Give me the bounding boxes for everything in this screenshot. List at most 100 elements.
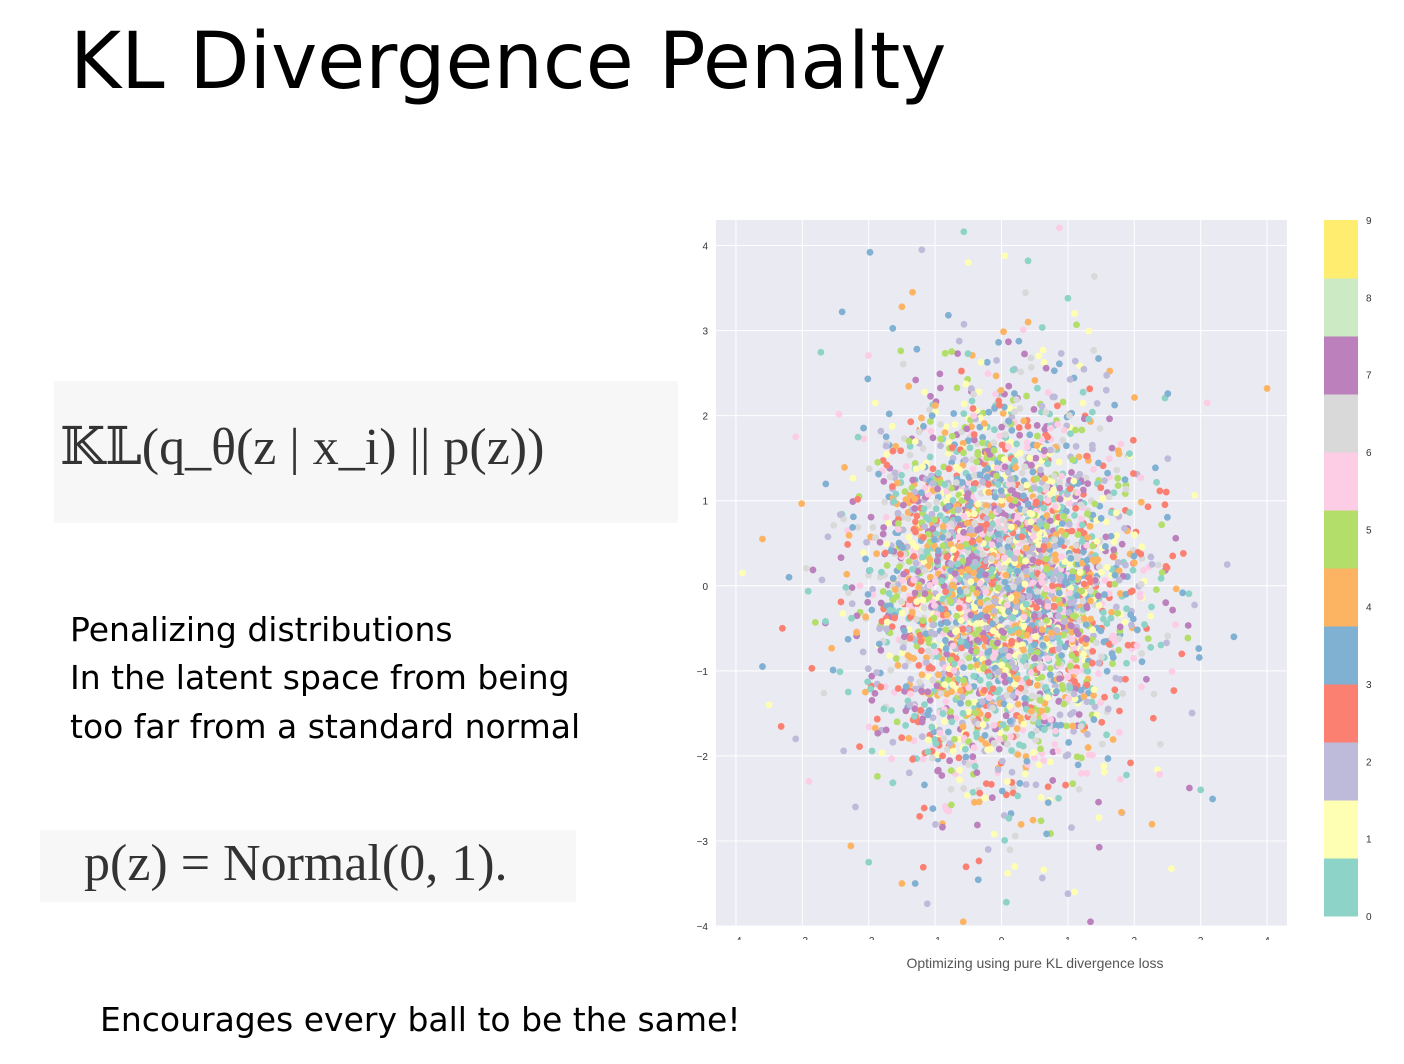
data-point — [1035, 533, 1043, 541]
y-tick-label: 1 — [702, 497, 708, 508]
data-point — [1082, 621, 1090, 628]
data-point — [829, 666, 837, 674]
data-point — [1101, 577, 1109, 584]
data-point — [1011, 664, 1019, 672]
data-point — [944, 449, 952, 457]
colorbar-tick-label: 7 — [1366, 371, 1372, 382]
data-point — [1000, 554, 1008, 562]
data-point — [883, 540, 891, 548]
data-point — [965, 596, 973, 603]
data-point — [805, 777, 813, 785]
data-point — [1114, 609, 1122, 617]
data-point — [1044, 496, 1052, 504]
data-point — [1156, 487, 1164, 495]
data-point — [913, 642, 921, 650]
data-point — [1117, 440, 1125, 448]
data-point — [860, 435, 867, 443]
data-point — [1091, 500, 1099, 508]
data-point — [959, 557, 967, 565]
data-point — [901, 488, 909, 496]
data-point — [1056, 639, 1064, 647]
data-point — [943, 650, 951, 658]
data-point — [943, 611, 951, 619]
data-point — [837, 598, 845, 606]
data-point — [1097, 627, 1105, 635]
kl-formula: 𝕂𝕃(q_θ(z | x_i) || p(z)) — [60, 419, 545, 476]
data-point — [1003, 778, 1011, 785]
data-point — [1057, 350, 1065, 357]
data-point — [939, 823, 946, 831]
data-point — [995, 506, 1003, 514]
data-point — [905, 626, 913, 633]
data-point — [952, 479, 960, 486]
data-point — [970, 569, 977, 577]
data-point — [1108, 634, 1116, 642]
data-point — [889, 738, 897, 746]
data-point — [984, 846, 992, 853]
data-point — [877, 599, 885, 607]
data-point — [965, 699, 972, 707]
data-point — [1123, 659, 1130, 667]
data-point — [1016, 405, 1024, 412]
data-point — [1203, 399, 1211, 407]
data-point — [1040, 359, 1048, 366]
data-point — [921, 388, 928, 396]
data-point — [1033, 604, 1041, 612]
data-point — [1124, 641, 1132, 649]
data-point — [818, 576, 826, 584]
data-point — [958, 644, 966, 652]
data-point — [1066, 560, 1074, 568]
data-point — [1158, 521, 1166, 529]
data-point — [1095, 459, 1102, 467]
data-point — [963, 642, 971, 649]
data-point — [970, 683, 978, 690]
data-point — [1019, 326, 1027, 334]
data-point — [1230, 633, 1238, 641]
data-point — [982, 740, 990, 748]
data-point — [1263, 385, 1271, 392]
data-point — [997, 730, 1004, 737]
data-point — [957, 637, 965, 645]
data-point — [1089, 647, 1097, 655]
data-point — [994, 584, 1002, 592]
data-point — [968, 552, 976, 560]
data-point — [1043, 511, 1051, 519]
data-point — [1004, 740, 1011, 748]
data-point — [1071, 512, 1078, 519]
data-point — [1061, 618, 1069, 626]
data-point — [1184, 622, 1192, 629]
data-point — [1105, 493, 1113, 501]
data-point — [1005, 480, 1013, 488]
data-point — [1028, 692, 1036, 700]
data-point — [900, 570, 907, 578]
data-point — [970, 510, 978, 518]
data-point — [1038, 707, 1046, 715]
data-point — [883, 618, 891, 626]
data-point — [1013, 440, 1020, 448]
data-point — [948, 432, 956, 440]
data-point — [1086, 522, 1094, 530]
data-point — [973, 648, 980, 656]
data-point — [1082, 474, 1090, 482]
data-point — [1037, 794, 1045, 801]
data-point — [1024, 500, 1032, 508]
data-point — [1089, 626, 1097, 634]
data-point — [1044, 799, 1052, 807]
data-point — [1056, 484, 1064, 492]
data-point — [1060, 513, 1068, 520]
data-point — [848, 600, 856, 608]
data-point — [963, 494, 971, 501]
data-point — [998, 757, 1006, 765]
data-point — [900, 638, 908, 646]
data-point — [1097, 484, 1105, 492]
data-point — [759, 663, 766, 670]
data-point — [941, 681, 949, 688]
x-tick-label: 1 — [1065, 936, 1071, 940]
data-point — [982, 502, 990, 509]
data-point — [1116, 590, 1124, 597]
data-point — [1029, 715, 1037, 723]
data-point — [953, 384, 961, 392]
data-point — [994, 639, 1001, 647]
data-point — [974, 448, 982, 456]
data-point — [1006, 717, 1014, 725]
